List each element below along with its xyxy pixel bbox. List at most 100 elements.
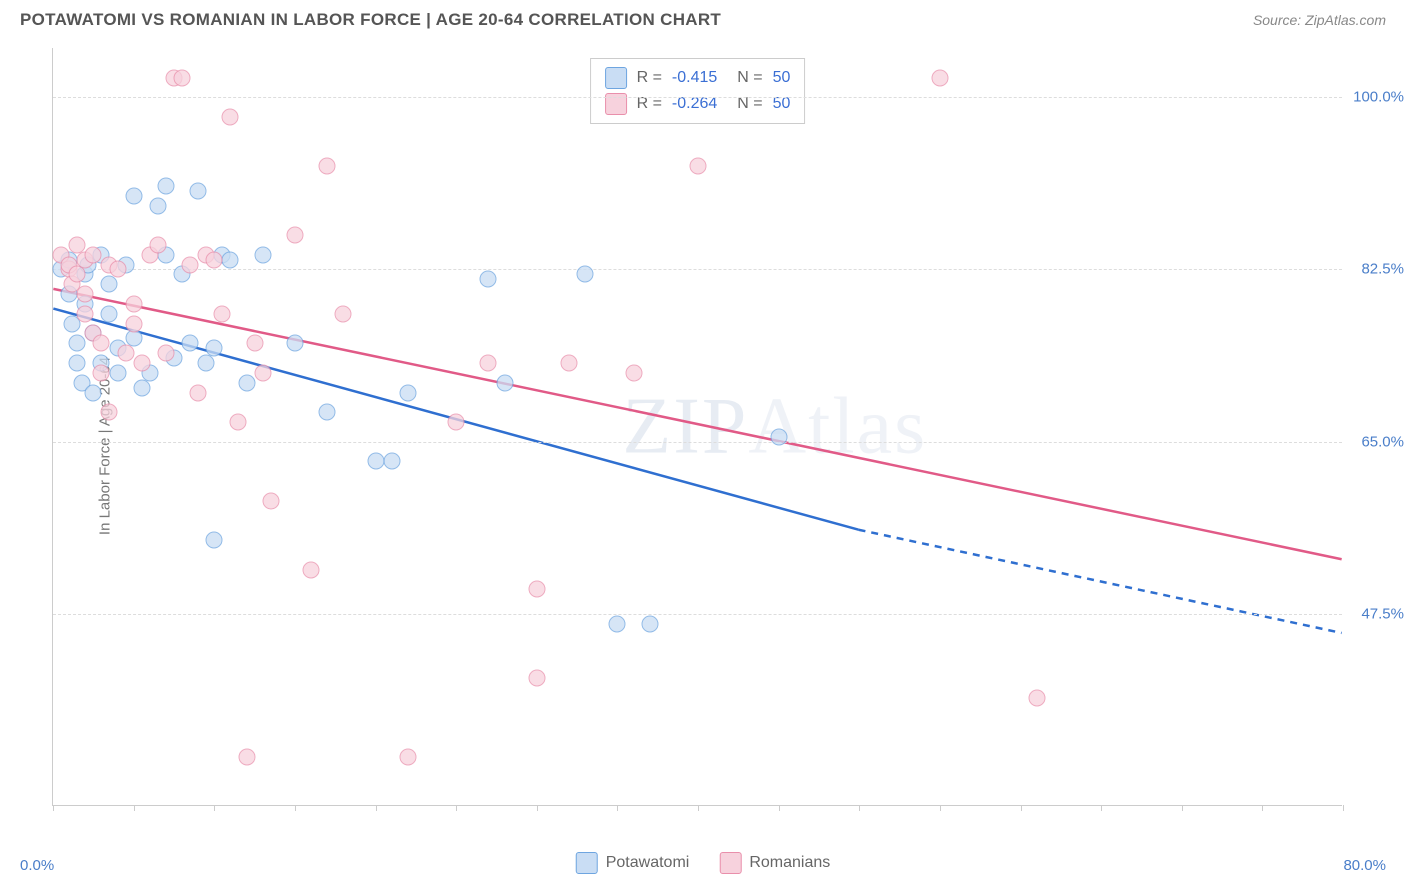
scatter-point: [561, 355, 578, 372]
legend-label: Romanians: [749, 854, 830, 872]
scatter-point: [206, 251, 223, 268]
scatter-point: [125, 187, 142, 204]
scatter-point: [125, 315, 142, 332]
scatter-point: [149, 236, 166, 253]
x-tick: [214, 805, 215, 811]
scatter-point: [577, 266, 594, 283]
scatter-point: [335, 305, 352, 322]
x-tick: [1182, 805, 1183, 811]
x-tick: [1262, 805, 1263, 811]
x-tick: [859, 805, 860, 811]
scatter-point: [133, 355, 150, 372]
scatter-point: [85, 384, 102, 401]
scatter-point: [69, 266, 86, 283]
x-tick: [295, 805, 296, 811]
gridline: [53, 269, 1342, 270]
x-tick: [940, 805, 941, 811]
correlation-legend: R = -0.415 N = 50 R = -0.264 N = 50: [590, 58, 806, 124]
scatter-point: [496, 374, 513, 391]
scatter-point: [303, 561, 320, 578]
scatter-point: [77, 305, 94, 322]
scatter-point: [448, 414, 465, 431]
scatter-point: [690, 158, 707, 175]
legend-n-label: N =: [737, 69, 762, 87]
x-tick: [537, 805, 538, 811]
scatter-point: [77, 286, 94, 303]
scatter-point: [319, 158, 336, 175]
scatter-point: [101, 404, 118, 421]
scatter-point: [528, 581, 545, 598]
scatter-point: [222, 108, 239, 125]
scatter-point: [182, 335, 199, 352]
scatter-point: [383, 453, 400, 470]
legend-swatch: [719, 852, 741, 874]
y-tick-label: 82.5%: [1348, 261, 1404, 278]
legend-swatch: [576, 852, 598, 874]
scatter-point: [262, 492, 279, 509]
legend-r-value: -0.415: [672, 69, 717, 87]
scatter-point: [69, 355, 86, 372]
x-tick: [376, 805, 377, 811]
x-tick: [1101, 805, 1102, 811]
legend-item-potawatomi: Potawatomi: [576, 852, 690, 874]
chart-header: POTAWATOMI VS ROMANIAN IN LABOR FORCE | …: [0, 0, 1406, 42]
legend-n-value: 50: [773, 69, 791, 87]
x-tick: [779, 805, 780, 811]
scatter-point: [214, 305, 231, 322]
legend-item-romanians: Romanians: [719, 852, 830, 874]
scatter-point: [641, 615, 658, 632]
scatter-point: [625, 364, 642, 381]
scatter-point: [931, 69, 948, 86]
scatter-point: [190, 384, 207, 401]
scatter-point: [198, 355, 215, 372]
scatter-point: [101, 276, 118, 293]
gridline: [53, 614, 1342, 615]
scatter-point: [125, 295, 142, 312]
scatter-point: [190, 182, 207, 199]
gridline: [53, 97, 1342, 98]
scatter-point: [69, 335, 86, 352]
scatter-point: [528, 670, 545, 687]
scatter-point: [222, 251, 239, 268]
scatter-point: [480, 271, 497, 288]
scatter-point: [254, 246, 271, 263]
scatter-point: [238, 374, 255, 391]
scatter-point: [238, 748, 255, 765]
scatter-point: [109, 261, 126, 278]
x-tick: [617, 805, 618, 811]
scatter-point: [182, 256, 199, 273]
x-tick: [134, 805, 135, 811]
x-tick: [698, 805, 699, 811]
legend-label: Potawatomi: [606, 854, 690, 872]
x-tick: [1343, 805, 1344, 811]
scatter-point: [206, 340, 223, 357]
scatter-point: [286, 335, 303, 352]
scatter-point: [109, 364, 126, 381]
scatter-point: [246, 335, 263, 352]
scatter-point: [174, 69, 191, 86]
y-tick-label: 100.0%: [1348, 89, 1404, 106]
scatter-point: [101, 305, 118, 322]
scatter-point: [1028, 689, 1045, 706]
legend-row-potawatomi: R = -0.415 N = 50: [605, 65, 791, 91]
scatter-point: [254, 364, 271, 381]
scatter-point: [85, 246, 102, 263]
source-label: Source: ZipAtlas.com: [1253, 12, 1386, 28]
chart-title: POTAWATOMI VS ROMANIAN IN LABOR FORCE | …: [20, 10, 721, 30]
scatter-point: [157, 177, 174, 194]
y-tick-label: 47.5%: [1348, 606, 1404, 623]
scatter-point: [149, 197, 166, 214]
x-tick: [53, 805, 54, 811]
series-legend: Potawatomi Romanians: [576, 852, 831, 874]
scatter-point: [286, 227, 303, 244]
scatter-point: [133, 379, 150, 396]
scatter-point: [609, 615, 626, 632]
gridline: [53, 442, 1342, 443]
scatter-point: [399, 748, 416, 765]
x-tick: [1021, 805, 1022, 811]
scatter-point: [117, 345, 134, 362]
x-axis-max-label: 80.0%: [1343, 857, 1386, 874]
watermark: ZIPAtlas: [622, 381, 927, 472]
scatter-point: [399, 384, 416, 401]
legend-row-romanians: R = -0.264 N = 50: [605, 91, 791, 117]
